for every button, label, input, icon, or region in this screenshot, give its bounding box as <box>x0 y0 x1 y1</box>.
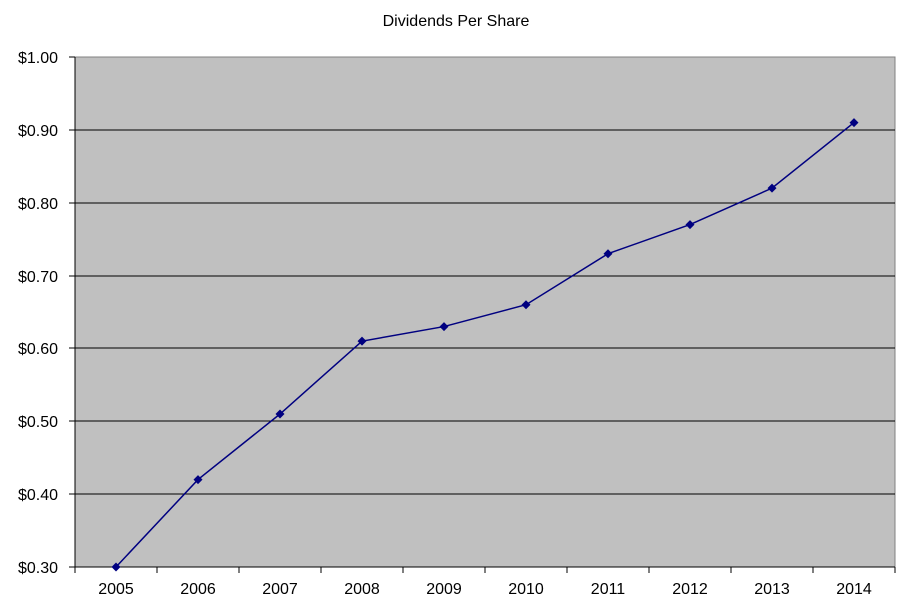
series-line <box>115 121 855 568</box>
data-point-2008 <box>357 336 367 346</box>
y-axis-label: $0.90 <box>18 123 58 140</box>
data-point-2009 <box>439 322 449 332</box>
x-axis-label: 2006 <box>180 581 216 598</box>
data-point-2012 <box>685 220 695 230</box>
x-axis-label: 2014 <box>836 581 872 598</box>
y-axis-label: $0.80 <box>18 196 58 213</box>
y-axis-label: $0.70 <box>18 269 58 286</box>
x-axis-label: 2012 <box>672 581 708 598</box>
y-axis-label: $1.00 <box>18 50 58 67</box>
x-axis-label: 2011 <box>591 581 626 598</box>
x-axis-label: 2007 <box>262 581 298 598</box>
data-point-2014 <box>849 118 859 128</box>
y-axis-label: $0.40 <box>18 487 58 504</box>
x-axis-label: 2010 <box>508 581 544 598</box>
y-axis-label: $0.50 <box>18 414 58 431</box>
data-point-2006 <box>193 475 203 485</box>
x-axis-label: 2008 <box>344 581 380 598</box>
y-axis-label: $0.30 <box>18 560 58 577</box>
x-axis-label: 2005 <box>98 581 134 598</box>
data-point-2005 <box>111 562 121 572</box>
x-axis-label: 2009 <box>426 581 462 598</box>
data-point-2010 <box>521 300 531 310</box>
chart-title: Dividends Per Share <box>382 13 530 30</box>
data-point-2013 <box>767 183 777 193</box>
x-axis-label: 2013 <box>754 581 790 598</box>
data-point-2007 <box>275 409 285 419</box>
plot-area <box>74 56 896 568</box>
data-point-2011 <box>603 249 613 259</box>
y-axis-label: $0.60 <box>18 341 58 358</box>
